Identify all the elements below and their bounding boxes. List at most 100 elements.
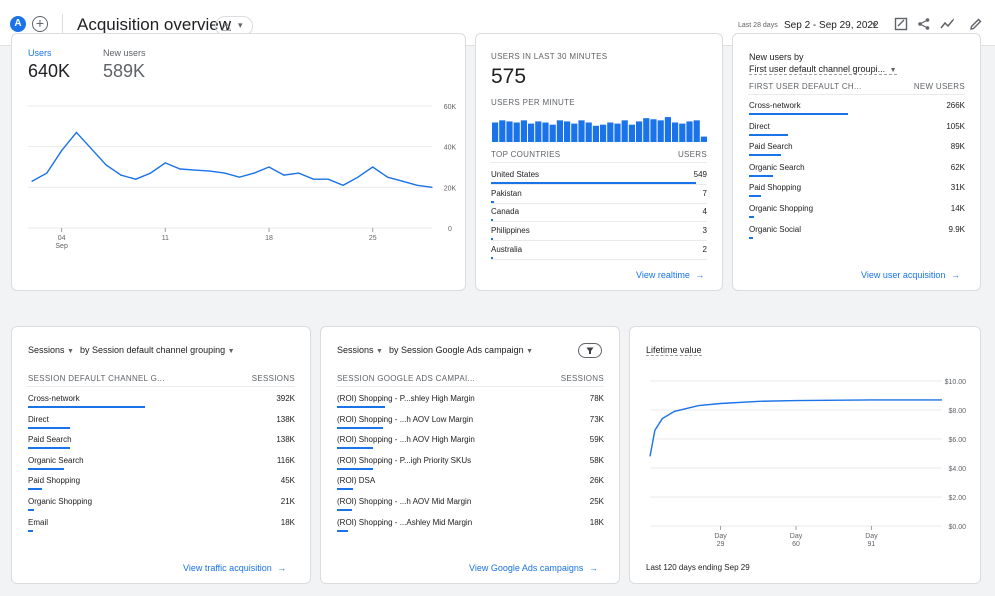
table-row-value: 105K <box>946 121 965 131</box>
table-row-label[interactable]: Australia <box>491 244 523 254</box>
view-google-ads-campaigns-link[interactable]: View Google Ads campaigns → <box>469 563 598 573</box>
table-row-value: 14K <box>950 204 965 213</box>
table-row-share-bar <box>337 509 352 511</box>
dimension-label: by Session Google Ads campaign <box>389 345 524 355</box>
users-line-chart: 60K 40K 20K 0 04 11 18 25 Sep <box>28 104 457 250</box>
lifetime-value-title[interactable]: Lifetime value <box>646 345 702 356</box>
table-row-label[interactable]: Organic Search <box>28 455 84 465</box>
y-tick-label: 0 <box>448 226 452 233</box>
metric-dropdown[interactable]: Sessions ▼ <box>28 345 74 355</box>
table-row-label[interactable]: Organic Social <box>749 224 802 234</box>
dimension-dropdown[interactable]: by Session default channel grouping ▼ <box>80 345 235 355</box>
table-row-label[interactable]: Canada <box>491 207 520 217</box>
minute-bar <box>679 123 686 142</box>
data-point <box>416 184 418 186</box>
table-row-label[interactable]: (ROI) Shopping - P...igh Priority SKUs <box>337 455 472 465</box>
chevron-down-icon[interactable]: ▾ <box>872 20 877 29</box>
table-row-label[interactable]: Email <box>28 517 49 527</box>
table-row-label[interactable]: Direct <box>28 414 49 424</box>
minute-bar <box>664 117 671 142</box>
data-point <box>105 164 107 166</box>
users-series-line <box>31 131 433 188</box>
users-column-header: USERS <box>677 150 707 159</box>
sessions-by-channel-card: Sessions ▼ by Session default channel gr… <box>11 326 311 584</box>
filter-icon[interactable] <box>578 343 602 358</box>
users-value: 640K <box>28 61 71 81</box>
arrow-right-icon: → <box>950 270 960 280</box>
data-point <box>75 131 78 134</box>
chevron-down-icon: ▼ <box>889 67 897 74</box>
view-realtime-link[interactable]: View realtime → <box>636 270 704 280</box>
table-row-value: 62K <box>950 162 965 172</box>
ltv-footer: Last 120 days ending Sep 29 <box>646 563 750 572</box>
x-tick-label: Day <box>714 533 727 540</box>
minute-bar <box>506 121 513 142</box>
table-row-share-bar <box>491 200 494 203</box>
date-range-picker[interactable]: Sep 2 - Sep 29, 2022 <box>784 20 879 31</box>
table-row-value: 7 <box>702 188 707 198</box>
table-row-share-bar <box>491 256 493 259</box>
table-row-label[interactable]: (ROI) DSA <box>337 476 376 486</box>
table-row-label[interactable]: Paid Search <box>28 435 72 445</box>
data-point <box>149 172 152 174</box>
table-row-share-bar <box>749 216 754 218</box>
edit-icon[interactable] <box>969 17 983 31</box>
table-row-label[interactable]: Direct <box>749 121 770 131</box>
view-user-acquisition-label: View user acquisition <box>861 270 946 280</box>
table-row-label[interactable]: Pakistan <box>491 188 522 198</box>
add-comparison-button[interactable]: + <box>32 16 48 32</box>
table-row-label[interactable]: (ROI) Shopping - ...h AOV Mid Margin <box>337 497 472 506</box>
insights-icon[interactable] <box>940 17 954 31</box>
table-row-label[interactable]: Organic Shopping <box>749 204 814 213</box>
table-row-share-bar <box>28 406 145 408</box>
minute-bar <box>600 124 607 142</box>
table-row-label[interactable]: Organic Shopping <box>28 497 93 506</box>
table-row-value: 58K <box>589 455 604 465</box>
table-row-label[interactable]: (ROI) Shopping - ...h AOV Low Margin <box>337 414 474 424</box>
table-row-label[interactable]: Paid Search <box>749 142 793 152</box>
metric-dropdown[interactable]: Sessions ▼ <box>337 345 383 355</box>
table-row-label[interactable]: Philippines <box>491 226 530 236</box>
table-row-label[interactable]: (ROI) Shopping - ...Ashley Mid Margin <box>337 517 473 527</box>
view-traffic-acquisition-link[interactable]: View traffic acquisition → <box>183 563 286 573</box>
table-row-label[interactable]: Paid Shopping <box>749 183 802 193</box>
table-row-label[interactable]: (ROI) Shopping - ...h AOV High Margin <box>337 435 475 445</box>
arrow-right-icon: → <box>277 563 287 573</box>
divider <box>748 94 965 95</box>
data-point <box>238 176 241 178</box>
minute-bar <box>643 118 650 142</box>
table-row-share-bar <box>337 406 385 408</box>
customize-report-icon[interactable] <box>894 17 908 31</box>
minute-bar <box>520 120 527 142</box>
minute-bar <box>571 123 578 142</box>
users-tab[interactable]: Users 640K <box>28 48 70 82</box>
table-row-share-bar <box>28 529 33 532</box>
table-row-label[interactable]: Paid Shopping <box>28 476 81 486</box>
users-per-minute-label: USERS PER MINUTE <box>491 98 575 107</box>
table-row-value: 18K <box>280 517 295 527</box>
new-users-label: New users <box>103 48 146 58</box>
view-user-acquisition-link[interactable]: View user acquisition → <box>861 270 960 280</box>
table-row-label[interactable]: United States <box>491 170 540 179</box>
share-icon[interactable] <box>917 17 931 31</box>
minute-bar <box>578 120 585 142</box>
table-row-label[interactable]: (ROI) Shopping - P...shley High Margin <box>337 394 475 403</box>
table-row-value: 31K <box>950 183 965 193</box>
new-users-tab[interactable]: New users 589K <box>103 48 146 82</box>
table-row-label[interactable]: Cross-network <box>749 101 801 110</box>
table-row-share-bar <box>337 467 373 470</box>
dimension-dropdown[interactable]: First user default channel groupi... ▼ <box>749 64 897 75</box>
table-row-label[interactable]: Organic Search <box>749 162 805 172</box>
dimension-dropdown-label: First user default channel groupi... <box>749 64 886 74</box>
dimension-dropdown[interactable]: by Session Google Ads campaign ▼ <box>389 345 533 355</box>
x-tick-label: 25 <box>369 235 377 242</box>
minute-bar <box>535 121 542 142</box>
metric-label: Sessions <box>337 345 374 355</box>
users-per-minute-chart <box>492 117 707 142</box>
table-row-label[interactable]: Cross-network <box>28 394 80 403</box>
property-avatar[interactable]: A <box>10 16 26 32</box>
table-row-value: 138K <box>276 414 295 424</box>
data-point <box>283 174 285 176</box>
table-row-share-bar <box>749 195 761 198</box>
lifetime-value-chart: $10.00$8.00$6.00$4.00$2.00$0.00Day29Day6… <box>649 379 966 548</box>
